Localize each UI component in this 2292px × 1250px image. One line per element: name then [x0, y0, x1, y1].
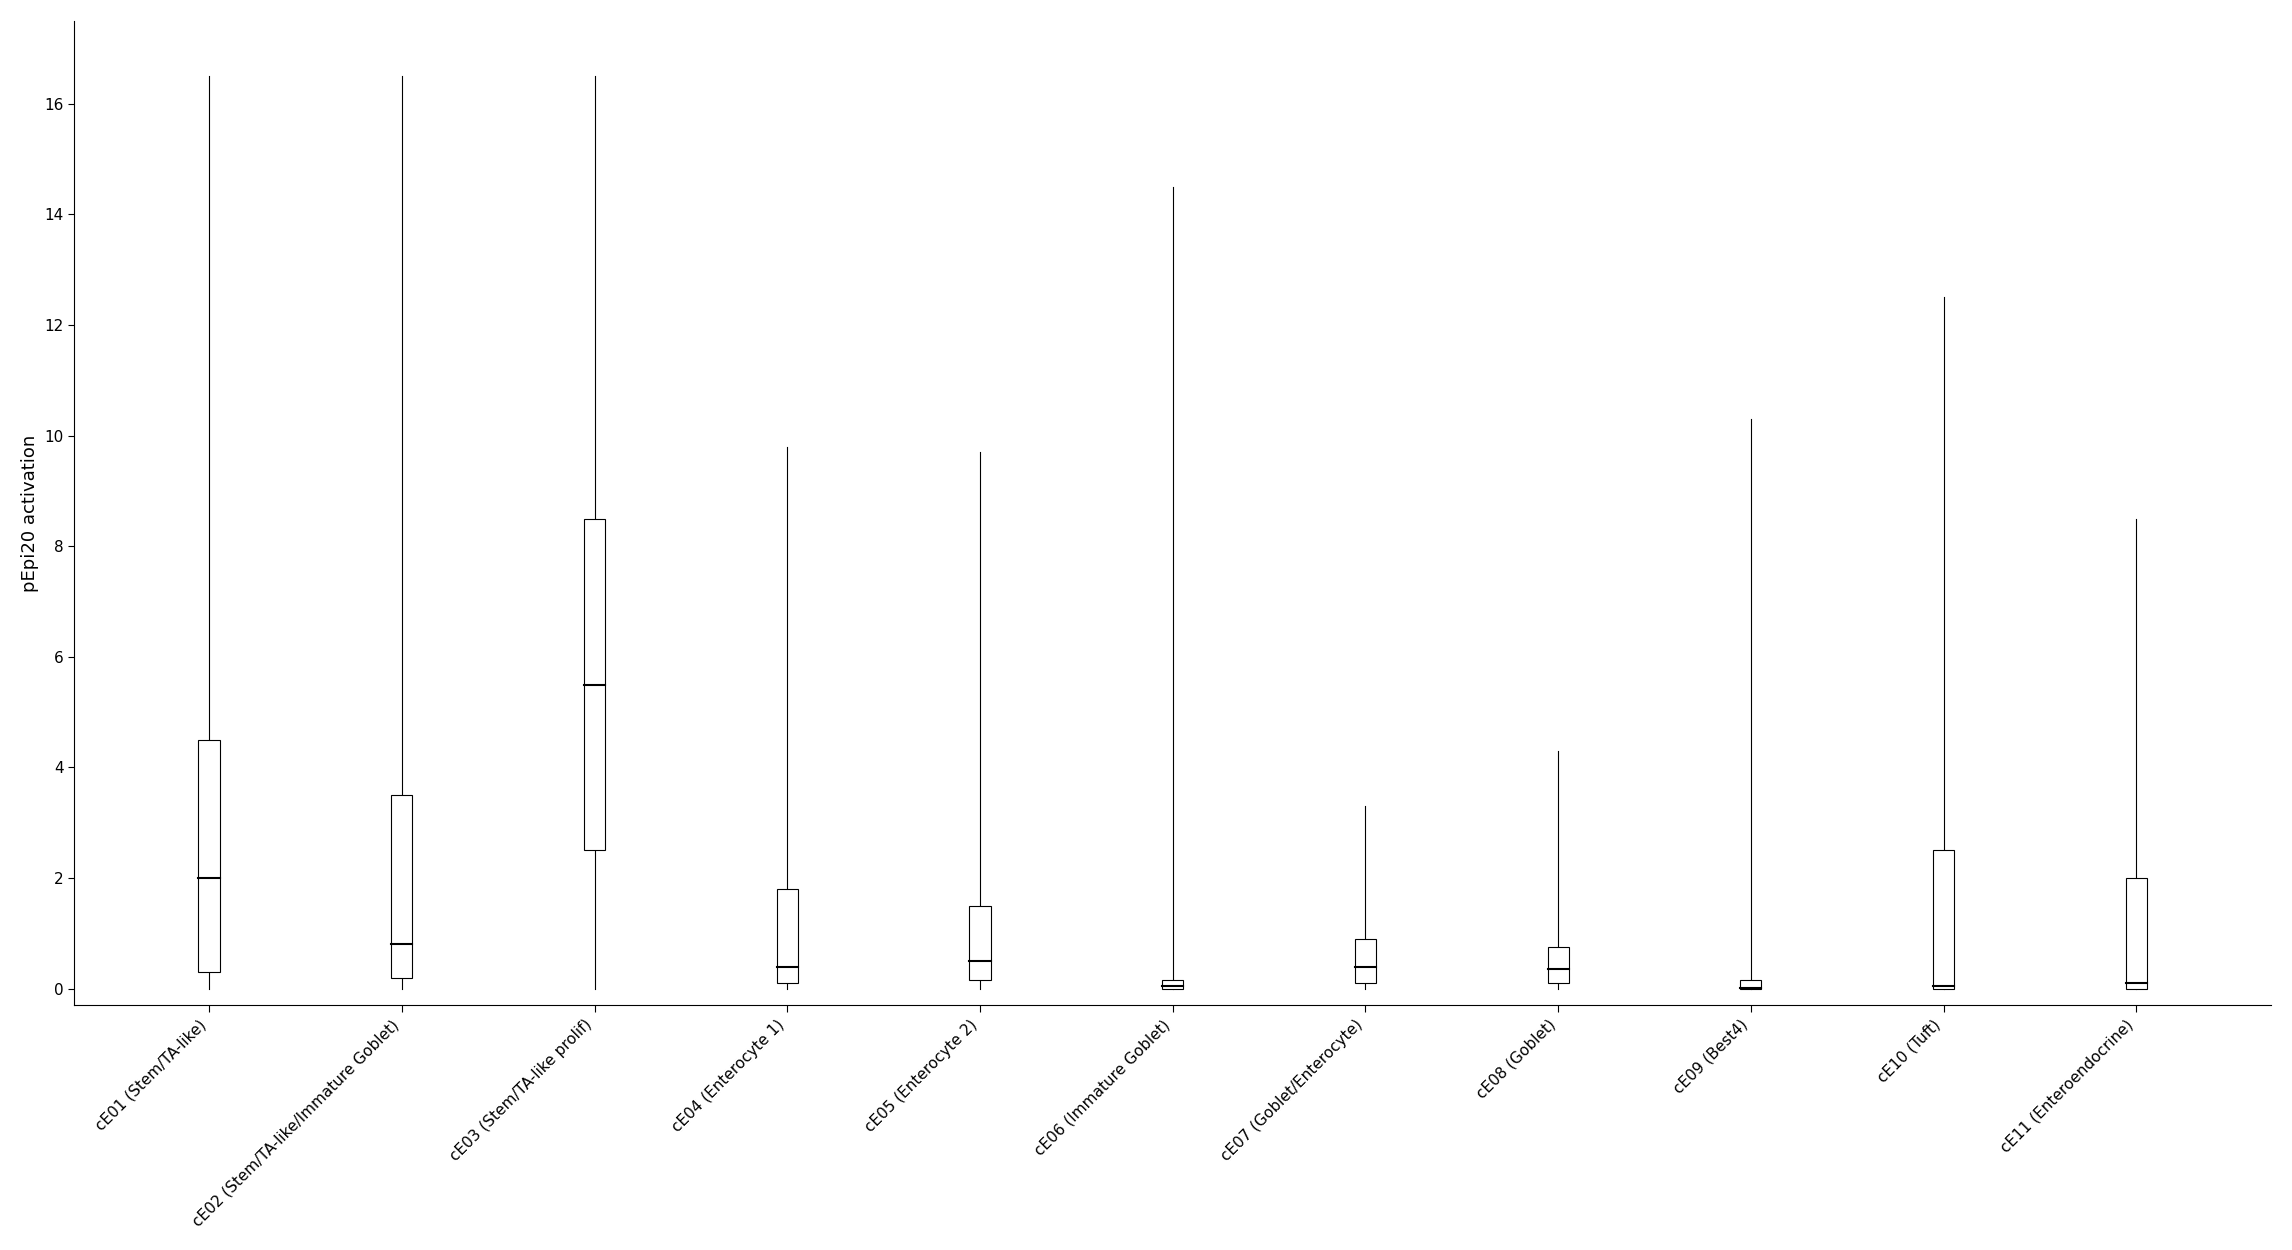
Bar	[1162, 980, 1183, 989]
Bar	[199, 740, 220, 972]
Bar	[1932, 850, 1955, 989]
Bar	[392, 795, 413, 978]
Bar	[2125, 878, 2148, 989]
Y-axis label: pEpi20 activation: pEpi20 activation	[21, 435, 39, 591]
Bar	[777, 889, 798, 984]
Bar	[970, 906, 990, 980]
Bar	[1547, 948, 1568, 984]
Bar	[1355, 939, 1375, 984]
Bar	[1740, 980, 1763, 989]
Bar	[584, 519, 605, 850]
